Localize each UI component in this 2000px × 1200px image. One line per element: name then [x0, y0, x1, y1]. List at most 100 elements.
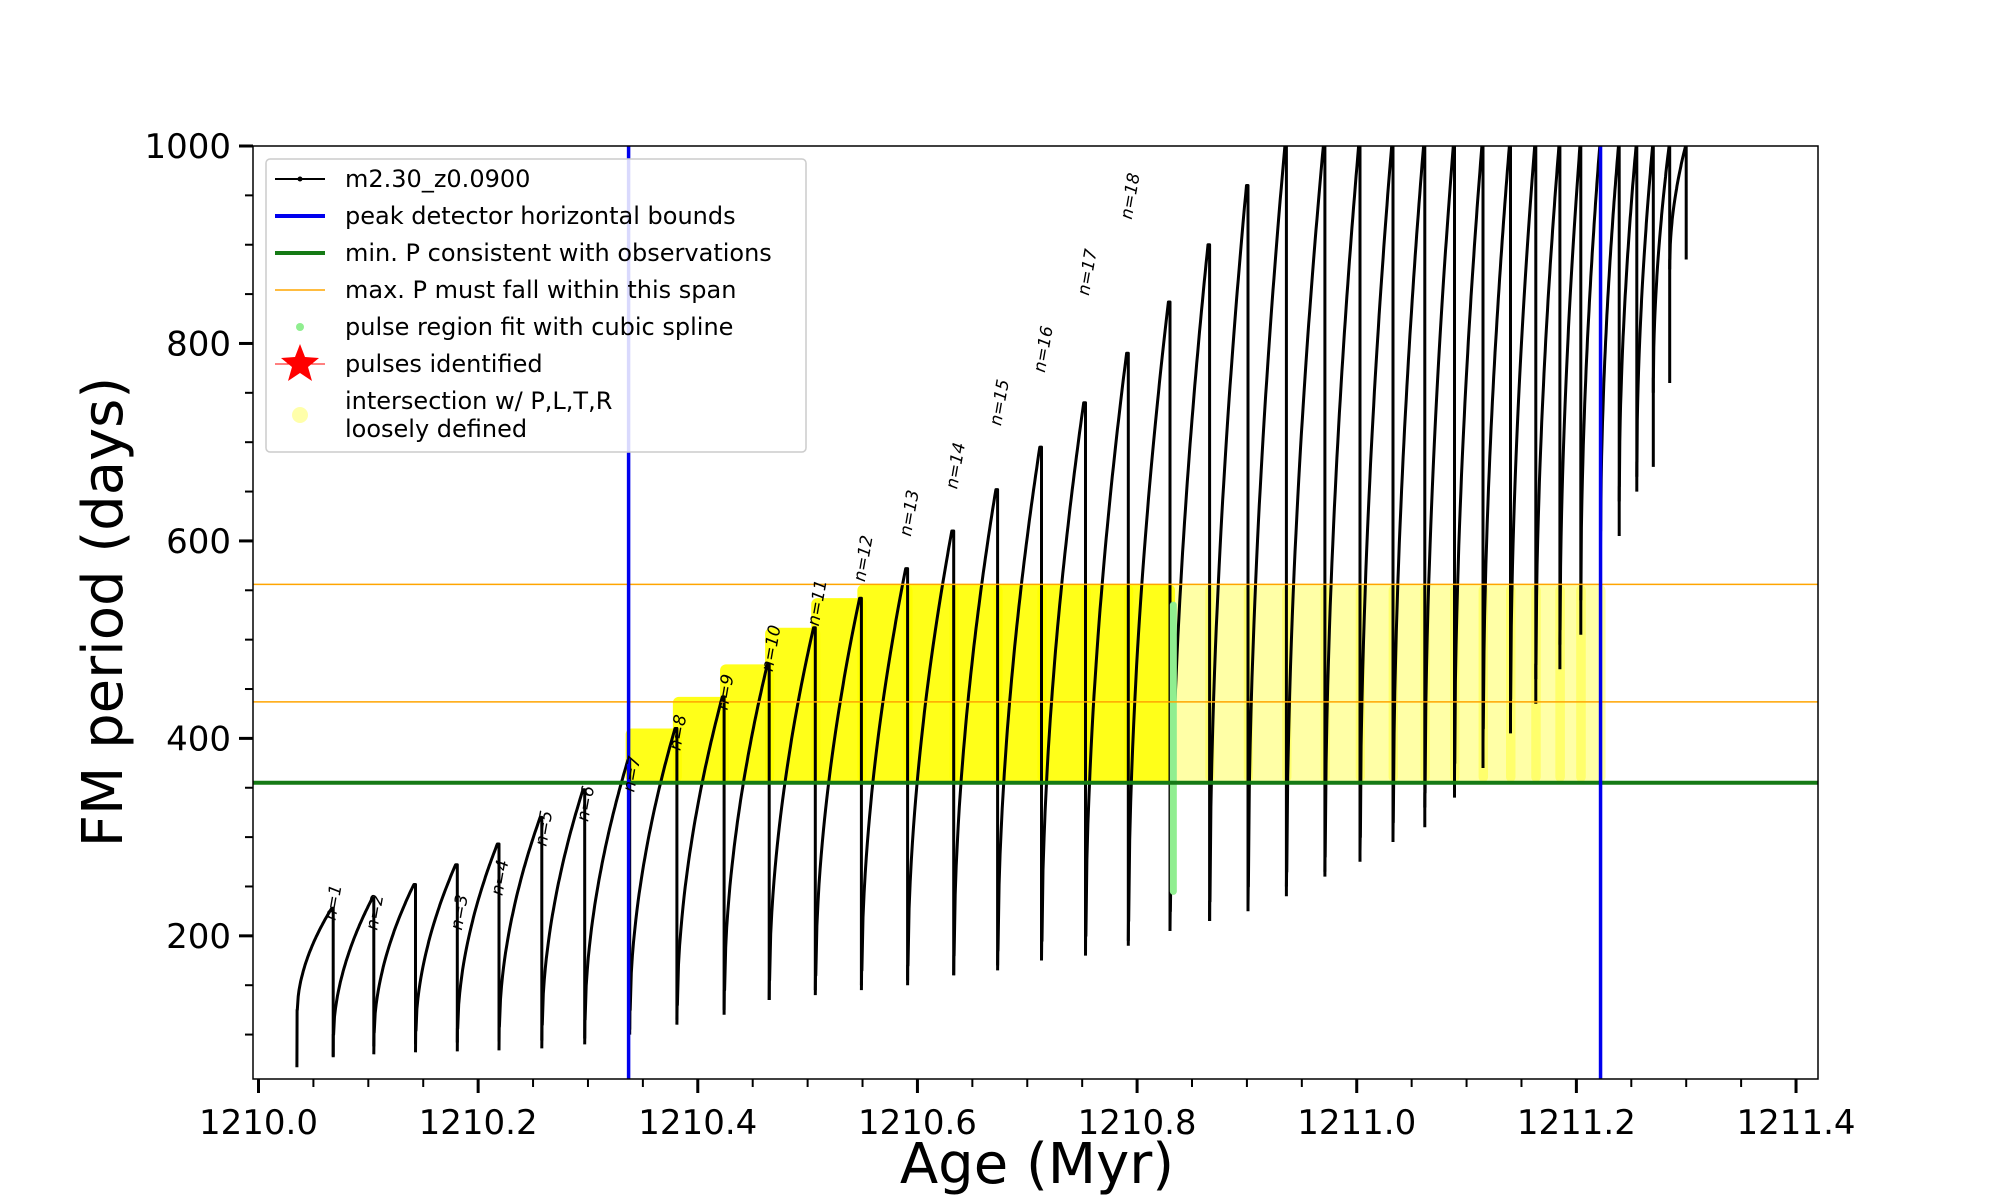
y-tick-label: 800 — [166, 324, 231, 364]
pulse-number-label: n=7 — [619, 755, 645, 794]
legend-label-pulses: pulses identified — [345, 350, 543, 378]
pulse-number-label: n=3 — [447, 893, 473, 932]
pulse-cycle-curve — [455, 842, 501, 1052]
x-tick-label: 1211.0 — [1297, 1103, 1416, 1143]
pulse-number-label: n=6 — [573, 784, 599, 823]
pulse-cycle-curve — [1284, 146, 1327, 887]
pulse-cycle-curve — [1599, 146, 1621, 546]
legend-label-intersection: intersection w/ P,L,T,R — [345, 387, 612, 415]
legend-label-max-p: max. P must fall within this span — [345, 276, 736, 304]
pulse-cycle-curve — [331, 896, 376, 1057]
x-tick-label: 1211.4 — [1737, 1103, 1856, 1143]
x-tick-label: 1210.0 — [199, 1103, 318, 1143]
legend: m2.30_z0.0900 peak detector horizontal b… — [265, 158, 807, 453]
pulse-cycle-curve — [628, 727, 679, 1030]
x-axis: 1210.0 1210.2 1210.4 1210.6 1210.8 1211.0 1211… — [199, 1079, 1856, 1143]
pulse-cycle-curve — [1246, 146, 1288, 907]
legend-dot-icon — [297, 176, 303, 182]
legend-box — [265, 158, 807, 453]
pulse-cycle-curve — [952, 488, 1000, 976]
plot-content: n=1 n=2 n=3n=4n=5n=6n=7n=8n=9n=10n=11n=12n… — [253, 146, 1818, 1079]
pulse-cycle-curve — [1423, 146, 1456, 808]
pulse-number-label: n=15 — [986, 378, 1014, 427]
intersection-region — [903, 584, 959, 783]
pulse-cycle-curve — [497, 815, 544, 1051]
plot-clipped-group: n=1 n=2 n=3n=4n=5n=6n=7n=8n=9n=10n=11n=12n… — [253, 146, 1818, 1079]
pulse-cycle-curve — [1208, 184, 1250, 922]
x-tick-label: 1210.6 — [858, 1103, 977, 1143]
pulse-cycle-curve — [906, 529, 956, 986]
x-tick-label: 1210.4 — [638, 1103, 757, 1143]
pulse-cycle-curve — [1126, 300, 1172, 941]
intersection-region — [1478, 584, 1516, 783]
pulse-cycle-curve — [675, 695, 726, 1025]
pulse-cycle-curve — [583, 758, 632, 1045]
y-axis-title: FM period (days) — [71, 377, 136, 847]
pulse-number-label: n=1 — [321, 883, 347, 922]
pulse-cycle-curve — [1084, 351, 1130, 956]
pulse-cycle-curve — [813, 596, 863, 996]
pulse-cycle-curve — [1040, 401, 1087, 961]
intersection-region — [1505, 584, 1541, 783]
intersection-layer — [625, 584, 1606, 783]
intersection-region — [1576, 584, 1606, 783]
pulse-number-label: n=5 — [531, 809, 557, 848]
pulse-number-label: n=18 — [1117, 171, 1145, 221]
pulse-cycle-curve — [1579, 146, 1602, 601]
pulse-cycle-curve — [1534, 146, 1562, 680]
intersection-region — [1355, 584, 1398, 783]
intersection-region — [1450, 584, 1489, 783]
pulse-cycle-curve — [1453, 146, 1485, 778]
intersection-region — [1282, 584, 1330, 783]
intersection-region — [1531, 584, 1565, 783]
intersection-region — [1124, 584, 1176, 783]
pulse-number-label: n=12 — [850, 534, 878, 583]
pulse-cycle-curve — [1509, 146, 1538, 714]
plot-frame — [252, 145, 1819, 1080]
legend-label-spline: pulse region fit with cubic spline — [345, 313, 733, 341]
pulse-number-label: n=17 — [1074, 247, 1102, 297]
x-axis-title: Age (Myr) — [900, 1132, 1174, 1197]
pulse-cycle-curve — [767, 626, 817, 1001]
pulse-cycle-curve — [1323, 146, 1362, 872]
legend-label-min-p: min. P consistent with observations — [345, 239, 772, 267]
intersection-region — [1320, 584, 1366, 783]
intersection-region — [811, 598, 867, 783]
legend-star-icon — [281, 344, 319, 381]
y-tick-label: 200 — [166, 917, 231, 957]
intersection-region — [672, 696, 730, 783]
pulse-number-label: n=2 — [362, 893, 388, 932]
curve-layer — [295, 146, 1688, 1068]
pulse-cycle-curve — [1635, 146, 1655, 477]
pulse-cycle-curve — [295, 906, 335, 1068]
legend-green-dot-icon — [296, 323, 304, 331]
legend-label-series: m2.30_z0.0900 — [345, 165, 530, 193]
pulse-cycle-curve — [1558, 146, 1583, 645]
intersection-region — [1555, 584, 1586, 783]
pulse-number-label: n=13 — [896, 488, 924, 537]
pulse-cycle-curve — [1668, 146, 1688, 270]
intersection-region — [1081, 584, 1134, 783]
pulse-cycle-curve — [1481, 146, 1512, 744]
y-tick-label: 1000 — [144, 127, 231, 167]
x-tick-label: 1211.2 — [1517, 1103, 1636, 1143]
pulse-number-label: n=16 — [1030, 324, 1058, 374]
pulse-cycle-curve — [540, 788, 587, 1049]
pulse-cycle-curve — [1358, 146, 1395, 852]
intersection-region — [949, 584, 1003, 783]
legend-yellow-circle-icon — [292, 407, 308, 423]
x-tick-label: 1210.8 — [1078, 1103, 1197, 1143]
intersection-region — [1243, 584, 1292, 783]
pulse-cycle-curve — [859, 567, 910, 991]
y-tick-label: 400 — [166, 719, 231, 759]
x-tick-label: 1210.2 — [419, 1103, 538, 1143]
intersection-region — [1420, 584, 1460, 783]
pulse-cycle-curve — [414, 863, 459, 1053]
y-axis: 200 400 600 800 1000 — [144, 127, 253, 1036]
pulse-cycle-curve — [372, 883, 417, 1055]
pulse-cycle-curve — [1651, 146, 1672, 393]
intersection-region — [1388, 584, 1430, 783]
legend-label-intersection-2: loosely defined — [345, 415, 527, 443]
pulse-cycle-curve — [1391, 146, 1427, 838]
